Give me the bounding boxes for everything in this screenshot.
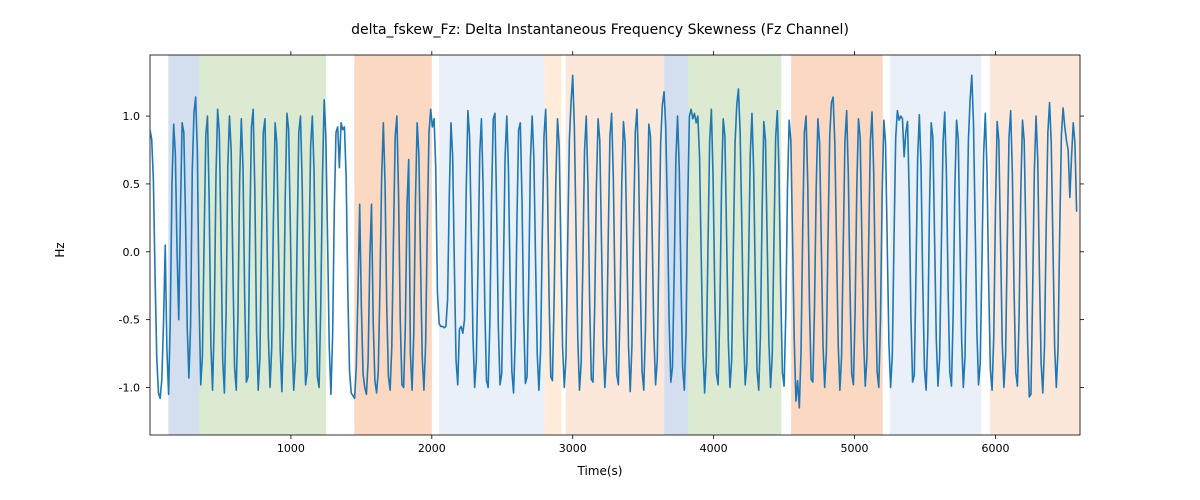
y-tick-label: 0.0 [123, 246, 141, 259]
x-tick-label: 3000 [559, 442, 587, 455]
y-tick-label: -1.0 [119, 382, 140, 395]
x-tick-label: 5000 [841, 442, 869, 455]
highlight-span [890, 55, 982, 435]
y-tick-label: -0.5 [119, 314, 140, 327]
x-tick-label: 2000 [418, 442, 446, 455]
x-tick-label: 6000 [981, 442, 1009, 455]
x-tick-label: 1000 [277, 442, 305, 455]
x-tick-label: 4000 [700, 442, 728, 455]
plot-area: 1000 2000 3000 4000 5000 6000 -1.0 -0.5 0.0 0.5 1.… [0, 0, 1200, 500]
y-tick-label: 1.0 [123, 110, 141, 123]
y-tick-label: 0.5 [123, 178, 141, 191]
